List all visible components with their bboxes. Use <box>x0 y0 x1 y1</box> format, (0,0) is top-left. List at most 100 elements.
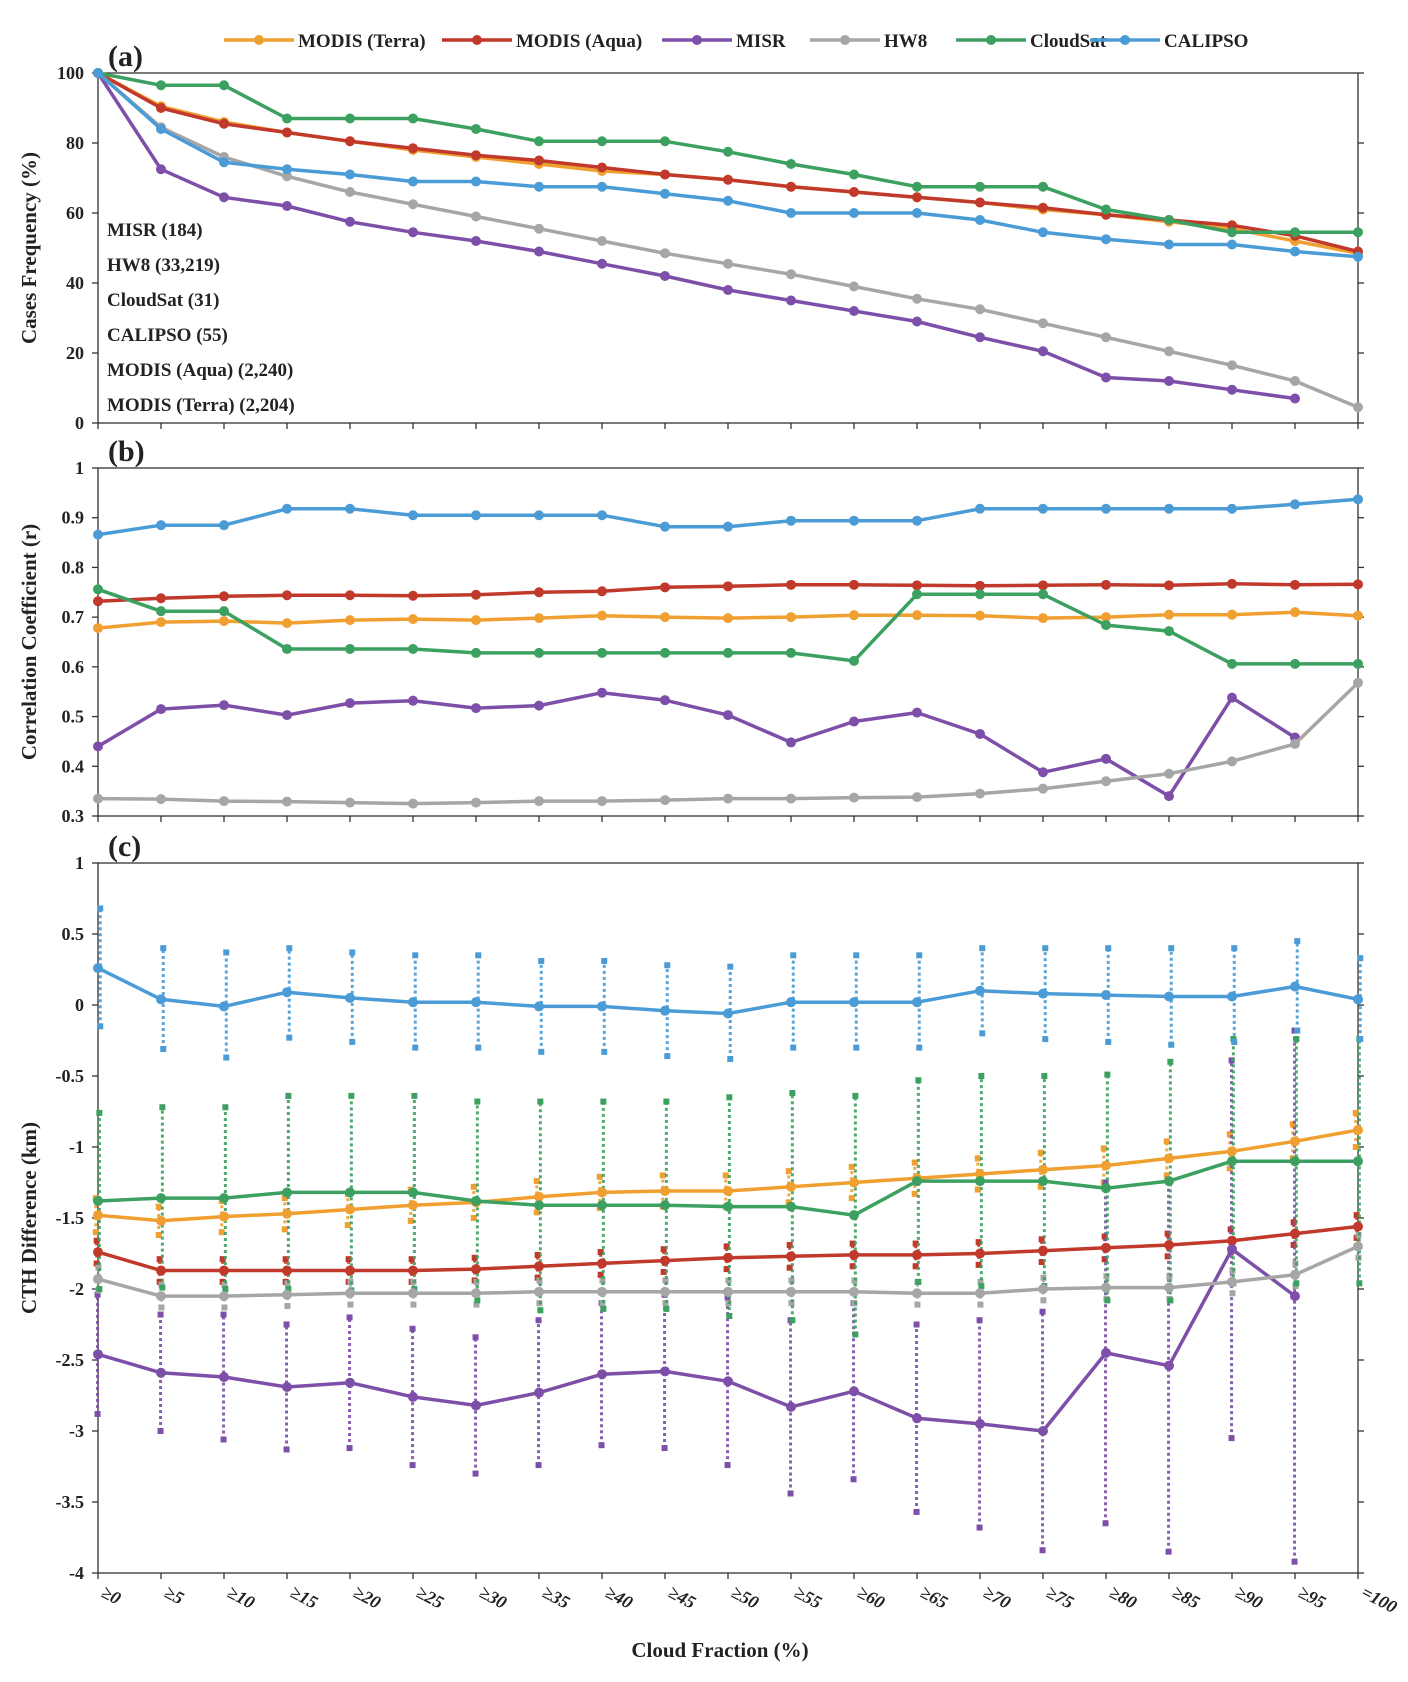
data-point-calipso <box>408 997 418 1008</box>
data-point-cloudsat <box>1227 1156 1237 1167</box>
error-cap-modis-aqua <box>660 1268 667 1275</box>
error-cap-cloudsat <box>96 1109 103 1116</box>
error-cap-modis-terra <box>407 1217 414 1224</box>
series-line-hw8 <box>97 681 1360 806</box>
data-point-calipso <box>1290 246 1300 257</box>
error-cap-modis-aqua <box>912 1263 919 1270</box>
data-point-modis-aqua <box>1227 220 1237 231</box>
error-cap-hw8 <box>599 1300 606 1307</box>
data-point-modis-aqua <box>1038 1245 1048 1256</box>
data-point-calipso <box>156 520 166 531</box>
data-point-cloudsat <box>786 1201 796 1212</box>
error-cap-cloudsat <box>852 1331 859 1338</box>
data-point-cloudsat <box>1101 620 1111 631</box>
data-point-modis-aqua <box>345 136 355 147</box>
y-tick-label: -1 <box>69 1137 84 1157</box>
data-point-modis-aqua <box>93 596 103 607</box>
data-point-hw8 <box>471 797 481 808</box>
panel-label: (c) <box>108 830 141 863</box>
data-point-cloudsat <box>282 643 292 654</box>
error-cap-calipso <box>601 957 608 964</box>
data-point-modis-aqua <box>912 580 922 591</box>
data-point-misr <box>1164 1360 1174 1371</box>
series-line-misr <box>97 1247 1297 1433</box>
error-cap-misr <box>472 1470 479 1477</box>
y-tick-label: -3.5 <box>56 1492 85 1512</box>
data-point-cloudsat <box>471 124 481 134</box>
data-point-modis-aqua <box>1038 202 1048 213</box>
data-point-hw8 <box>849 281 859 292</box>
data-point-cloudsat <box>156 80 166 91</box>
data-point-cloudsat <box>912 181 922 192</box>
error-cap-misr <box>976 1317 983 1324</box>
error-cap-hw8 <box>599 1277 606 1284</box>
data-point-misr <box>345 1377 355 1388</box>
error-cap-modis-terra <box>1037 1183 1044 1190</box>
data-point-misr <box>219 192 229 203</box>
error-cap-modis-terra <box>848 1163 855 1170</box>
data-point-calipso <box>471 997 481 1008</box>
data-point-cloudsat <box>408 113 418 124</box>
data-point-calipso <box>1227 503 1237 514</box>
error-cap-modis-terra <box>1289 1121 1296 1128</box>
error-cap-cloudsat <box>537 1098 544 1105</box>
data-point-hw8 <box>1101 1282 1111 1293</box>
data-point-hw8 <box>93 793 103 804</box>
error-cap-calipso <box>97 905 104 912</box>
y-tick-label: 0 <box>75 995 84 1015</box>
error-cap-modis-terra <box>785 1168 792 1175</box>
data-point-modis-terra <box>219 1211 229 1222</box>
error-cap-cloudsat <box>222 1104 229 1111</box>
y-tick-label: 80 <box>66 133 84 153</box>
error-cap-hw8 <box>788 1277 795 1284</box>
error-cap-modis-terra <box>722 1172 729 1179</box>
data-point-modis-aqua <box>219 591 229 602</box>
data-point-modis-terra <box>1164 1153 1174 1164</box>
error-cap-hw8 <box>662 1277 669 1284</box>
data-point-misr <box>849 1386 859 1397</box>
data-point-misr <box>975 1418 985 1429</box>
data-point-calipso <box>597 510 607 521</box>
data-point-calipso <box>93 529 103 540</box>
data-point-hw8 <box>723 793 733 804</box>
data-point-cloudsat <box>1164 215 1174 225</box>
data-point-cloudsat <box>156 606 166 617</box>
data-point-misr <box>786 1401 796 1412</box>
data-point-cloudsat <box>1227 658 1237 669</box>
x-axis: ≥0 ≥5 ≥10 ≥15 ≥20 ≥25 ≥30 ≥35 ≥40 ≥45 ≥50 ≥55 ≥60 ≥65… <box>98 1582 1400 1617</box>
x-tick-label: ≥0 <box>98 1582 124 1609</box>
error-cap-modis-aqua <box>219 1256 226 1263</box>
y-tick-label: 0.5 <box>62 707 85 727</box>
data-point-misr <box>1101 1347 1111 1358</box>
data-point-calipso <box>1227 991 1237 1002</box>
error-cap-calipso <box>1042 1036 1049 1043</box>
data-point-calipso <box>786 515 796 526</box>
data-point-calipso <box>471 510 481 521</box>
data-point-cloudsat <box>723 146 733 157</box>
error-cap-misr <box>157 1311 164 1318</box>
data-point-hw8 <box>1227 1276 1237 1287</box>
data-point-modis-aqua <box>471 589 481 600</box>
data-point-modis-aqua <box>534 587 544 598</box>
data-point-modis-aqua <box>975 580 985 591</box>
data-point-calipso <box>723 521 733 532</box>
data-point-modis-terra <box>849 1177 859 1188</box>
legend-label-calipso: CALIPSO <box>1164 31 1248 52</box>
data-point-cloudsat <box>345 643 355 654</box>
legend-marker-modis-aqua <box>472 35 482 45</box>
data-point-modis-aqua <box>1101 579 1111 590</box>
data-point-modis-terra <box>1227 609 1237 620</box>
error-cap-calipso <box>853 952 860 959</box>
error-cap-modis-aqua <box>282 1256 289 1263</box>
y-tick-label: -3 <box>69 1421 84 1441</box>
error-cap-calipso <box>538 957 545 964</box>
error-cap-modis-aqua <box>660 1246 667 1253</box>
error-cap-modis-aqua <box>597 1249 604 1256</box>
data-point-modis-aqua <box>282 127 292 138</box>
data-point-modis-aqua <box>219 1265 229 1276</box>
error-cap-misr <box>661 1445 668 1452</box>
legend-marker-cloudsat <box>986 35 996 45</box>
data-point-modis-aqua <box>471 150 481 161</box>
error-cap-hw8 <box>536 1277 543 1284</box>
error-cap-misr <box>346 1445 353 1452</box>
